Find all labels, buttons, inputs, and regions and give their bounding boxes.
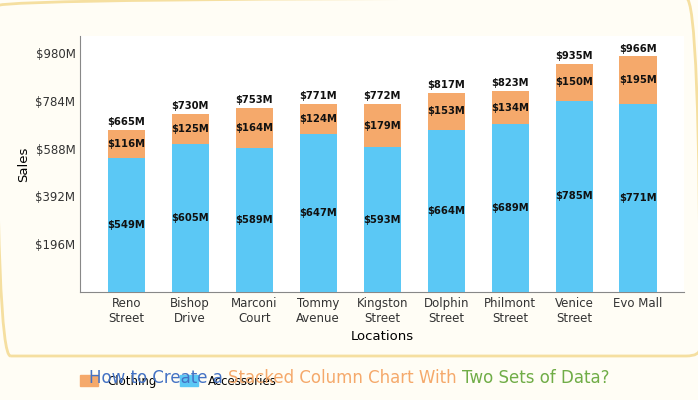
Bar: [491, 91, 528, 124]
Bar: [364, 104, 401, 148]
Text: $589M: $589M: [235, 215, 273, 225]
Legend: Clothing, Accessories: Clothing, Accessories: [80, 375, 276, 388]
Bar: [620, 56, 657, 104]
Bar: [620, 104, 657, 292]
Text: $549M: $549M: [107, 220, 145, 230]
Text: $647M: $647M: [299, 208, 337, 218]
Bar: [491, 124, 528, 292]
Text: How to Create a: How to Create a: [89, 369, 228, 387]
Text: $605M: $605M: [172, 213, 209, 223]
Text: $116M: $116M: [107, 139, 145, 149]
Text: $153M: $153M: [427, 106, 465, 116]
Text: $823M: $823M: [491, 78, 529, 88]
Text: $753M: $753M: [235, 96, 273, 106]
Text: $195M: $195M: [619, 75, 657, 85]
Text: Two Sets of Data?: Two Sets of Data?: [462, 369, 609, 387]
Y-axis label: Sales: Sales: [17, 146, 30, 182]
Bar: [556, 64, 593, 101]
Bar: [428, 130, 465, 292]
Bar: [236, 108, 273, 148]
Text: $665M: $665M: [107, 117, 145, 127]
Text: $125M: $125M: [172, 124, 209, 134]
Text: $772M: $772M: [364, 91, 401, 101]
Text: $134M: $134M: [491, 103, 529, 113]
Bar: [428, 93, 465, 130]
Text: $771M: $771M: [299, 91, 337, 101]
Text: $935M: $935M: [556, 51, 593, 61]
Text: $689M: $689M: [491, 203, 529, 213]
Bar: [556, 101, 593, 292]
Text: $785M: $785M: [556, 191, 593, 201]
Bar: [299, 134, 336, 292]
Text: $593M: $593M: [364, 215, 401, 225]
Text: $817M: $817M: [427, 80, 465, 90]
Text: $150M: $150M: [555, 77, 593, 87]
Text: $771M: $771M: [619, 193, 657, 203]
Text: $124M: $124M: [299, 114, 337, 124]
Text: $966M: $966M: [619, 44, 657, 54]
Bar: [107, 130, 144, 158]
Text: $179M: $179M: [364, 121, 401, 130]
Text: $664M: $664M: [427, 206, 465, 216]
Bar: [172, 114, 209, 144]
Text: $164M: $164M: [235, 124, 273, 134]
X-axis label: Locations: Locations: [350, 330, 414, 344]
Bar: [172, 144, 209, 292]
Text: Stacked Column Chart With: Stacked Column Chart With: [228, 369, 462, 387]
Bar: [107, 158, 144, 292]
Bar: [299, 104, 336, 134]
Text: $730M: $730M: [172, 101, 209, 111]
Bar: [236, 148, 273, 292]
Bar: [364, 148, 401, 292]
